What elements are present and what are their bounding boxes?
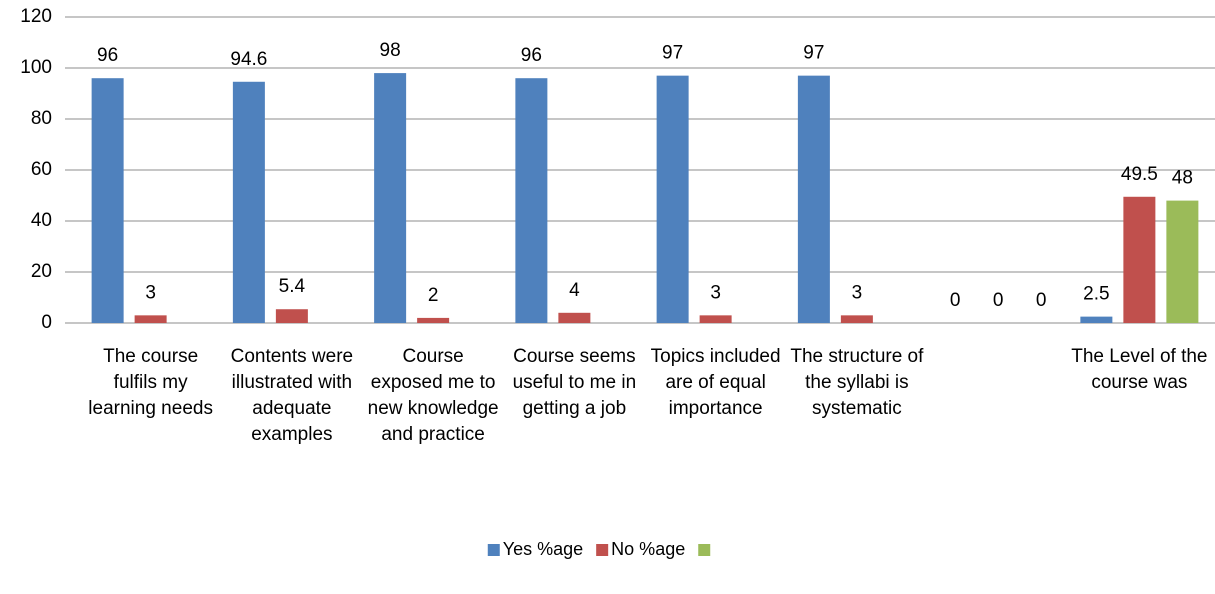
data-label: 2.5	[1083, 284, 1109, 305]
y-tick-label: 0	[41, 312, 52, 333]
bar	[797, 75, 830, 324]
data-label: 4	[569, 280, 580, 301]
bar	[1123, 196, 1156, 323]
bar	[91, 78, 124, 323]
bar	[134, 315, 167, 323]
legend-swatch	[487, 544, 500, 556]
data-label: 3	[710, 282, 721, 303]
y-tick-label: 40	[31, 210, 52, 231]
data-label: 3	[145, 282, 156, 303]
x-tick-label: Course exposed me to new knowledge and p…	[367, 346, 499, 445]
legend-swatch	[698, 544, 711, 556]
legend-label: Yes %age	[503, 539, 583, 559]
data-label: 97	[803, 43, 824, 64]
data-label: 0	[1036, 290, 1047, 311]
bar	[1166, 200, 1199, 323]
data-label: 3	[852, 282, 863, 303]
legend-swatch	[596, 544, 609, 556]
data-label: 97	[662, 43, 683, 64]
bar	[374, 73, 407, 323]
bar	[558, 312, 591, 323]
x-tick-label: The course fulfils my learning needs	[88, 346, 213, 419]
x-tick-label: The structure of the syllabi is systemat…	[790, 346, 924, 419]
y-tick-label: 100	[20, 57, 52, 78]
y-tick-label: 60	[31, 159, 52, 180]
data-label: 2	[428, 285, 439, 306]
bar	[515, 78, 548, 323]
bar	[275, 309, 308, 323]
bar	[1080, 316, 1113, 323]
x-tick-label: Contents were illustrated with adequate …	[230, 346, 354, 445]
x-tick-label: Course seems useful to me in getting a j…	[512, 346, 637, 419]
data-label: 0	[950, 290, 961, 311]
data-label: 0	[993, 290, 1004, 311]
data-label: 48	[1172, 168, 1193, 189]
data-label: 5.4	[279, 276, 306, 297]
data-label: 96	[521, 45, 542, 66]
data-label: 96	[97, 45, 118, 66]
x-tick-label: Topics included are of equal importance	[650, 346, 781, 419]
bar	[840, 315, 873, 323]
x-tick-label: The Level of the course was	[1071, 346, 1208, 393]
data-label: 49.5	[1121, 164, 1158, 185]
legend-label: No %age	[611, 539, 685, 559]
data-label: 98	[380, 40, 401, 61]
bar	[656, 75, 689, 324]
data-label: 94.6	[230, 49, 267, 70]
bar	[232, 81, 265, 324]
bar	[699, 315, 732, 323]
y-tick-label: 80	[31, 108, 52, 129]
y-tick-label: 20	[31, 261, 52, 282]
bar	[417, 317, 450, 323]
y-tick-label: 120	[20, 6, 52, 27]
